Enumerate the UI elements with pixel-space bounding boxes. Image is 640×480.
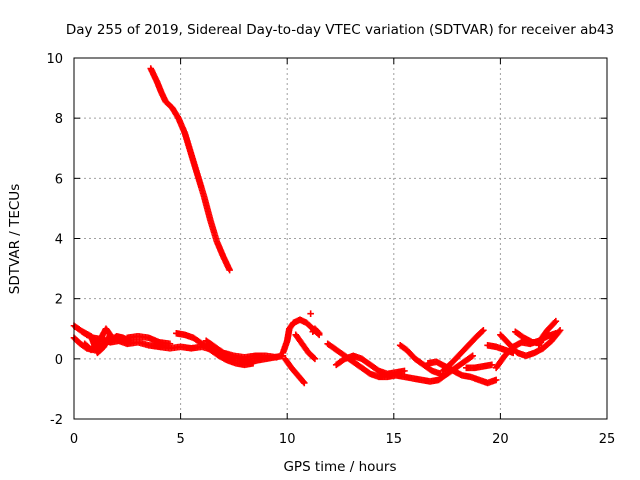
data-point — [480, 326, 487, 334]
data-point — [468, 353, 475, 360]
y-tick-label: 8 — [55, 112, 63, 127]
data-point — [488, 361, 496, 369]
y-tick-label: 10 — [46, 52, 63, 67]
y-tick-label: -2 — [50, 413, 63, 428]
data-point — [492, 376, 500, 384]
y-tick-label: 0 — [55, 353, 63, 368]
y-tick-label: 4 — [55, 233, 63, 248]
x-tick-label: 15 — [386, 432, 403, 447]
x-tick-label: 5 — [176, 432, 184, 447]
data-point — [469, 352, 476, 360]
data-point — [555, 328, 563, 335]
data-points-layer — [70, 65, 564, 387]
data-point — [300, 379, 308, 387]
data-point — [81, 340, 88, 348]
data-point — [556, 326, 564, 334]
data-point — [401, 367, 408, 375]
data-point — [166, 340, 174, 348]
ticks-layer: 0 5 10 15 20 25 -2 0 2 4 6 8 10 — [46, 52, 615, 447]
data-point — [551, 319, 559, 326]
data-point — [552, 317, 560, 325]
chart-title: Day 255 of 2019, Sidereal Day-to-day VTE… — [66, 22, 614, 38]
data-point — [311, 355, 319, 363]
y-axis-label: SDTVAR / TECUs — [7, 184, 23, 294]
x-tick-label: 25 — [599, 432, 616, 447]
data-point — [307, 310, 314, 318]
data-point — [310, 354, 318, 362]
x-tick-label: 20 — [492, 432, 509, 447]
y-tick-label: 2 — [55, 293, 63, 308]
data-point — [300, 378, 307, 386]
data-point — [309, 328, 317, 336]
x-axis-label: GPS time / hours — [283, 459, 396, 475]
x-tick-label: 10 — [279, 432, 296, 447]
x-tick-label: 0 — [70, 432, 78, 447]
data-point — [82, 341, 90, 349]
y-tick-label: 6 — [55, 172, 63, 187]
data-point — [478, 327, 486, 335]
data-point — [226, 266, 233, 274]
